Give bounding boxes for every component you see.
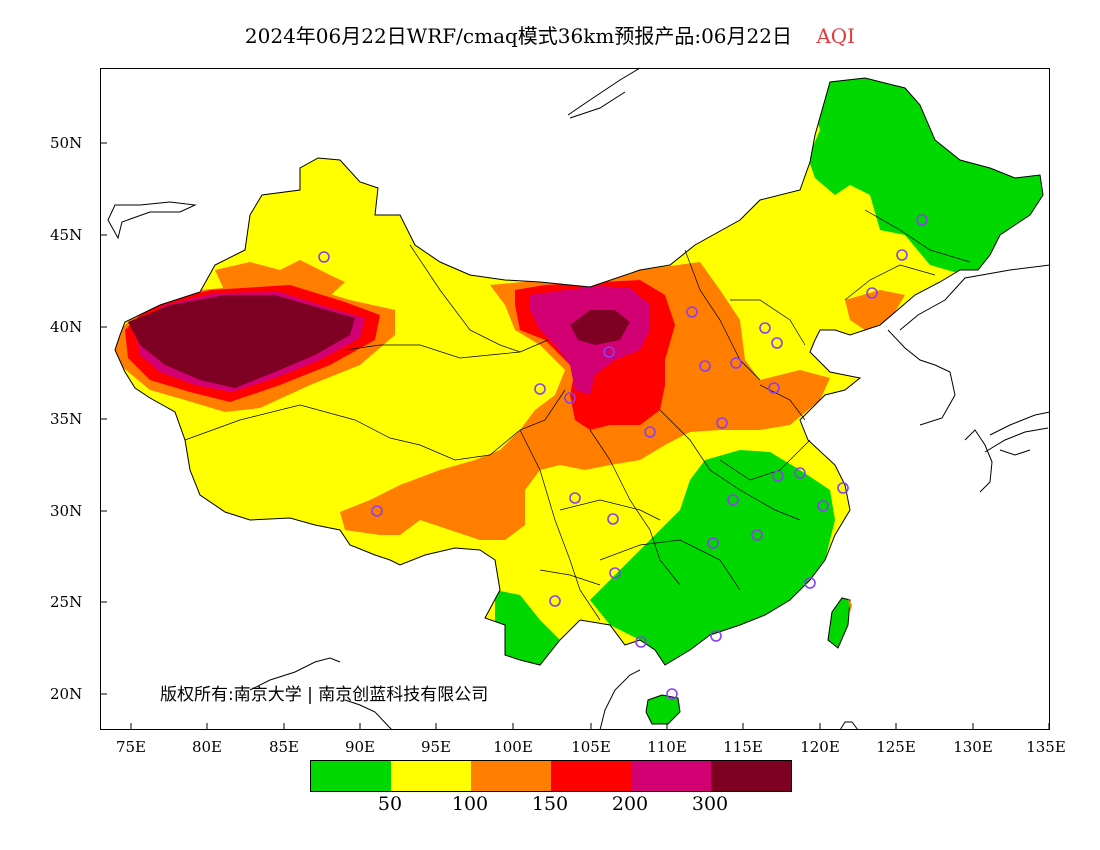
station-marker — [666, 688, 678, 700]
station-marker — [609, 567, 621, 579]
aqi-band-0-50-yunnan — [495, 590, 560, 665]
legend-label-200: 200 — [611, 793, 649, 815]
station-marker — [837, 482, 849, 494]
legend-swatch-300plus — [711, 761, 791, 791]
legend-swatch-0-50 — [311, 761, 391, 791]
station-marker — [817, 500, 829, 512]
station-marker — [804, 577, 816, 589]
lat-label-40n: 40N — [50, 318, 83, 336]
lon-label-110e: 110E — [647, 738, 687, 756]
station-marker — [607, 513, 619, 525]
legend-swatch-151-200 — [551, 761, 631, 791]
lon-label-135e: 135E — [1026, 738, 1066, 756]
lat-label-35n: 35N — [50, 410, 83, 428]
station-marker — [794, 467, 806, 479]
legend-label-150: 150 — [531, 793, 569, 815]
station-marker — [716, 417, 728, 429]
station-marker — [686, 306, 698, 318]
legend-label-50: 50 — [377, 793, 403, 815]
lat-label-25n: 25N — [50, 593, 83, 611]
lon-label-130e: 130E — [953, 738, 993, 756]
station-marker — [635, 636, 647, 648]
coastlines — [107, 67, 1051, 731]
legend-swatch-201-300 — [631, 761, 711, 791]
title-variable: AQI — [816, 24, 856, 48]
station-marker — [751, 529, 763, 541]
lon-label-120e: 120E — [800, 738, 840, 756]
taiwan-island — [827, 597, 851, 649]
lon-label-90e: 90E — [344, 738, 376, 756]
lat-label-50n: 50N — [50, 134, 83, 152]
aqi-legend — [310, 760, 792, 792]
aqi-band-300plus-tarim — [128, 295, 355, 388]
station-marker — [371, 505, 383, 517]
station-marker — [768, 382, 780, 394]
station-marker — [707, 537, 719, 549]
lat-label-30n: 30N — [50, 502, 83, 520]
lat-label-45n: 45N — [50, 226, 83, 244]
station-marker — [727, 494, 739, 506]
station-markers — [318, 214, 928, 700]
station-marker — [730, 357, 742, 369]
station-marker — [318, 251, 330, 263]
station-marker — [771, 337, 783, 349]
station-marker — [759, 322, 771, 334]
title-main: 2024年06月22日WRF/cmaq模式36km预报产品:06月22日 — [244, 24, 792, 48]
station-marker — [866, 287, 878, 299]
taiwan-north-patch — [848, 598, 852, 612]
station-marker — [603, 346, 615, 358]
station-marker — [896, 249, 908, 261]
lon-label-85e: 85E — [268, 738, 300, 756]
lon-label-100e: 100E — [493, 738, 533, 756]
map-title: 2024年06月22日WRF/cmaq模式36km预报产品:06月22日 AQI — [0, 20, 1100, 49]
lon-label-80e: 80E — [191, 738, 223, 756]
lon-label-75e: 75E — [115, 738, 147, 756]
legend-label-100: 100 — [451, 793, 489, 815]
station-marker — [534, 383, 546, 395]
station-marker — [564, 392, 576, 404]
station-marker — [644, 426, 656, 438]
china-border — [114, 77, 1044, 666]
copyright-text: 版权所有:南京大学 | 南京创蓝科技有限公司 — [160, 685, 489, 705]
hainan-island — [645, 694, 681, 725]
lat-label-20n: 20N — [50, 685, 83, 703]
station-marker — [916, 214, 928, 226]
map-frame — [100, 68, 1050, 730]
station-marker — [549, 595, 561, 607]
station-marker — [569, 492, 581, 504]
legend-swatch-51-100 — [391, 761, 471, 791]
province-boundaries — [184, 209, 971, 621]
station-marker — [699, 360, 711, 372]
aqi-band-300plus-ordos — [570, 310, 630, 345]
aqi-band-0-50-south — [590, 450, 835, 665]
lon-label-95e: 95E — [420, 738, 452, 756]
lon-label-105e: 105E — [571, 738, 611, 756]
aqi-band-0-50-patch — [808, 152, 835, 168]
legend-swatch-101-150 — [471, 761, 551, 791]
legend-label-300: 300 — [691, 793, 729, 815]
station-marker — [772, 470, 784, 482]
station-marker — [710, 630, 722, 642]
lon-label-125e: 125E — [876, 738, 916, 756]
lon-label-115e: 115E — [723, 738, 763, 756]
